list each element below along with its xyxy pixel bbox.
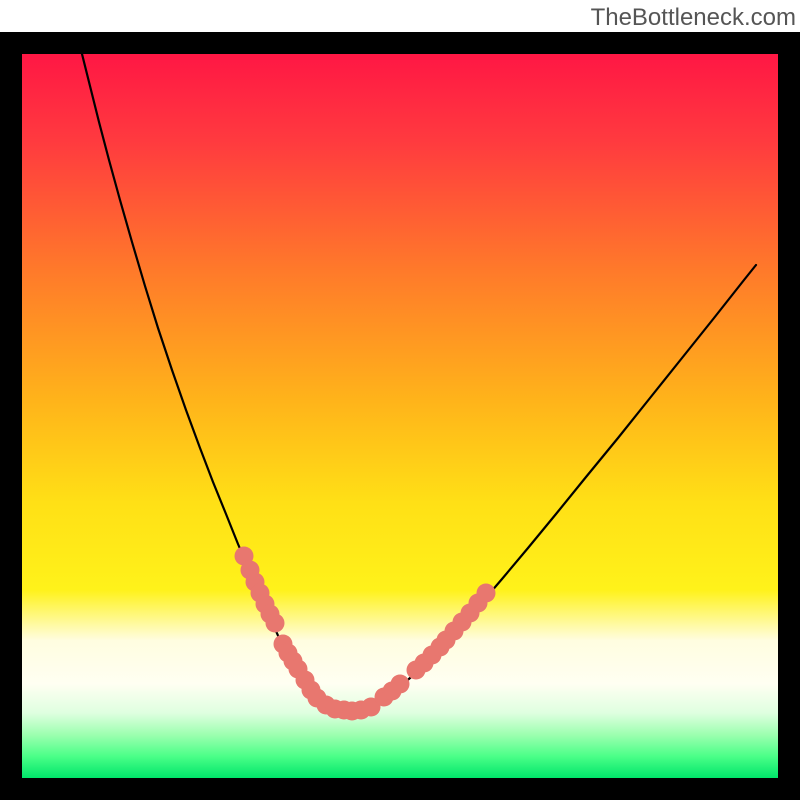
plot-background	[22, 54, 778, 778]
plot-area	[22, 54, 778, 778]
curve-bead	[391, 675, 410, 694]
curve-bead	[477, 584, 496, 603]
curve-bead	[266, 614, 285, 633]
watermark-text: TheBottleneck.com	[591, 4, 796, 32]
plot-svg	[22, 54, 778, 778]
